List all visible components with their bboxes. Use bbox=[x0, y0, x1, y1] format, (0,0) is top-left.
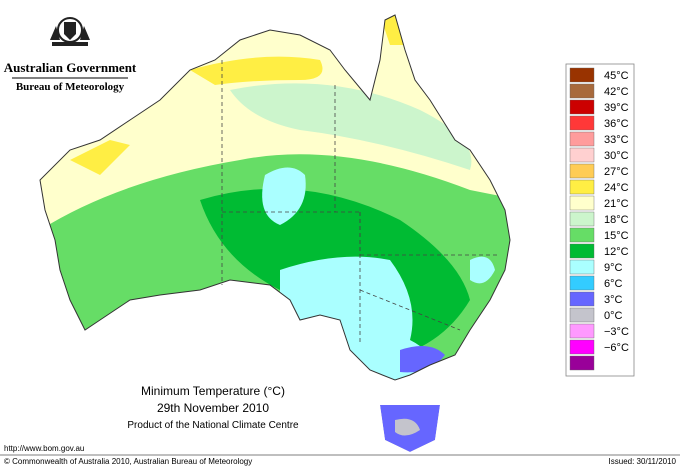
legend-label: 36°C bbox=[604, 118, 629, 130]
legend-swatch bbox=[569, 147, 595, 163]
legend-swatch bbox=[569, 243, 595, 259]
map-product: Product of the National Climate Centre bbox=[127, 420, 299, 431]
footer-copyright: © Commonwealth of Australia 2010, Austra… bbox=[4, 457, 252, 466]
legend-swatch bbox=[569, 99, 595, 115]
legend-swatch bbox=[569, 131, 595, 147]
state-borders bbox=[221, 60, 500, 345]
legend-swatch bbox=[569, 339, 595, 355]
legend-swatch bbox=[569, 195, 595, 211]
legend-label: 3°C bbox=[604, 294, 623, 306]
legend-label: 21°C bbox=[604, 198, 629, 210]
government-name: Australian Government bbox=[4, 60, 137, 75]
legend-label: 45°C bbox=[604, 70, 629, 82]
legend-label: 27°C bbox=[604, 166, 629, 178]
emblem bbox=[50, 17, 90, 46]
legend-label: 9°C bbox=[604, 262, 623, 274]
legend-swatch bbox=[569, 115, 595, 131]
footer-issued: Issued: 30/11/2010 bbox=[609, 457, 677, 466]
legend-swatch bbox=[569, 355, 595, 371]
legend-label: 18°C bbox=[604, 214, 629, 226]
legend-label: 0°C bbox=[604, 310, 623, 322]
legend-label: 39°C bbox=[604, 102, 629, 114]
legend-swatch bbox=[569, 307, 595, 323]
legend: 45°C 42°C 39°C 36°C 33°C 30°C 27°C 24°C 21°C 18°C… bbox=[565, 63, 635, 377]
legend-label: 33°C bbox=[604, 134, 629, 146]
legend-label: −6°C bbox=[604, 342, 629, 354]
legend-swatch bbox=[569, 291, 595, 307]
legend-label: 15°C bbox=[604, 230, 629, 242]
legend-swatch bbox=[569, 227, 595, 243]
legend-swatch bbox=[569, 211, 595, 227]
map-date: 29th November 2010 bbox=[157, 401, 269, 415]
legend-label: 6°C bbox=[604, 278, 623, 290]
legend-swatch bbox=[569, 83, 595, 99]
footer-url: http://www.bom.gov.au bbox=[4, 444, 84, 453]
bureau-name: Bureau of Meteorology bbox=[16, 81, 125, 93]
legend-label: 42°C bbox=[604, 86, 629, 98]
legend-swatch bbox=[569, 179, 595, 195]
legend-swatch bbox=[569, 275, 595, 291]
legend-label: 12°C bbox=[604, 246, 629, 258]
legend-label: 30°C bbox=[604, 150, 629, 162]
legend-label: −3°C bbox=[604, 326, 629, 338]
legend-label: 24°C bbox=[604, 182, 629, 194]
legend-swatch bbox=[569, 67, 595, 83]
legend-swatch bbox=[569, 163, 595, 179]
legend-swatch bbox=[569, 323, 595, 339]
legend-swatch bbox=[569, 259, 595, 275]
map-title: Minimum Temperature (°C) bbox=[141, 384, 285, 398]
